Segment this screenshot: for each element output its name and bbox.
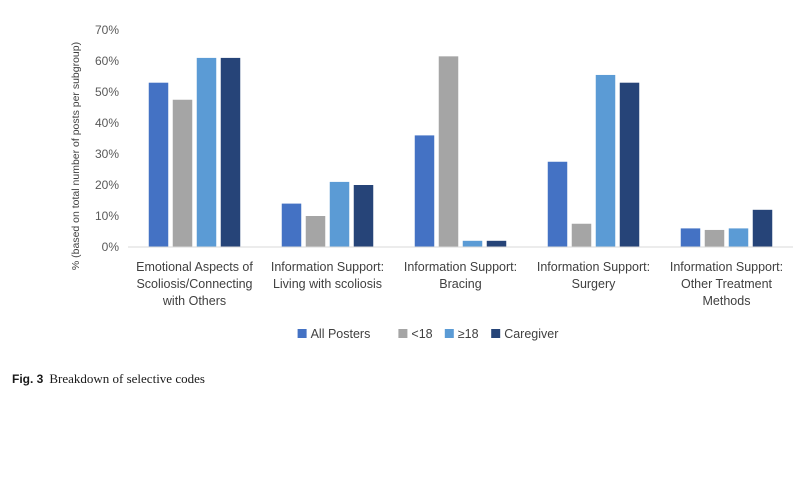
legend-item: Caregiver [491, 327, 558, 341]
bar [547, 161, 568, 247]
bar [619, 82, 640, 247]
legend-swatch [444, 329, 454, 338]
bar [462, 240, 483, 247]
y-tick-label: 30% [95, 147, 119, 161]
bar [220, 57, 241, 248]
x-axis: Emotional Aspects of Scoliosis/Connecting… [128, 246, 793, 308]
bar [414, 135, 435, 247]
legend-item: ≥18 [444, 327, 479, 341]
x-category-label: Emotional Aspects of Scoliosis/Connecting… [136, 260, 253, 308]
y-axis-title: % (based on total number of posts per su… [70, 42, 82, 270]
legend-item: <18 [398, 327, 433, 341]
bar [486, 240, 507, 247]
bar [172, 99, 193, 247]
legend-label: Caregiver [504, 327, 558, 341]
legend-label: ≥18 [458, 327, 479, 341]
bars [148, 56, 773, 248]
legend-swatch [398, 329, 408, 338]
bar [571, 223, 592, 247]
y-tick-label: 40% [95, 116, 119, 130]
bar [704, 229, 725, 247]
y-tick-label: 10% [95, 209, 119, 223]
bar [305, 216, 326, 247]
bar [353, 185, 374, 247]
legend-swatch [297, 329, 307, 338]
x-category-label: Information Support: Surgery [537, 260, 650, 291]
legend: All Posters <18 ≥18 Caregiver [297, 327, 558, 341]
bar [438, 56, 459, 247]
figure-caption: Fig. 3 Breakdown of selective codes [12, 371, 205, 387]
bar [595, 74, 616, 247]
figure-number: Fig. 3 [12, 372, 44, 386]
y-tick-label: 0% [102, 240, 120, 254]
x-category-label: Information Support: Bracing [404, 260, 517, 291]
legend-label: All Posters [311, 327, 371, 341]
bar-chart: 0% 10% 20% 30% 40% 50% 60% 70% Emotional Aspect… [70, 23, 793, 341]
x-category-label: Information Support: Other Treatment Metho… [670, 260, 783, 308]
bar [196, 57, 217, 248]
figure-caption-text: Breakdown of selective codes [49, 371, 205, 386]
legend-item: All Posters [297, 327, 371, 341]
x-category-label: Information Support: Living with scoliosi… [271, 260, 384, 291]
y-tick-label: 50% [95, 85, 119, 99]
legend-label: <18 [411, 327, 432, 341]
y-tick-label: 60% [95, 54, 119, 68]
y-tick-label: 20% [95, 178, 119, 192]
y-axis: 0% 10% 20% 30% 40% 50% 60% 70% [95, 23, 119, 254]
bar [148, 82, 169, 247]
bar [680, 228, 701, 247]
bar [728, 228, 749, 247]
bar [752, 209, 773, 247]
bar [281, 203, 302, 247]
y-tick-label: 70% [95, 23, 119, 37]
legend-swatch [491, 329, 501, 338]
bar [329, 181, 350, 247]
